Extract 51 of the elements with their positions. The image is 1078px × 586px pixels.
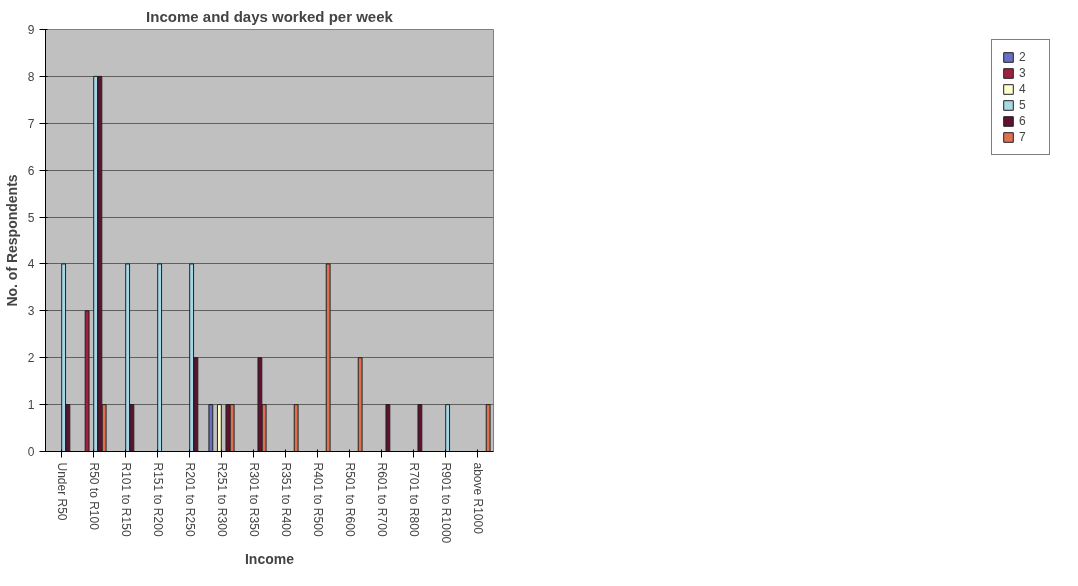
x-tick-label: Under R50: [54, 462, 69, 521]
bar: [208, 404, 214, 452]
x-tick-label: R201 to R250: [182, 462, 197, 537]
y-tick-label: 2: [27, 351, 35, 366]
legend-label: 2: [1019, 50, 1027, 64]
chart-title: Income and days worked per week: [146, 7, 394, 25]
bar: [417, 404, 423, 452]
x-tick-label: above R1000: [470, 462, 485, 535]
bar: [385, 404, 391, 452]
x-tick-label: R401 to R500: [310, 462, 325, 537]
bar: [293, 404, 299, 452]
legend-label: 6: [1019, 114, 1027, 128]
bar: [125, 263, 131, 452]
x-tick-label: R251 to R300: [214, 462, 229, 537]
x-tick-label: R351 to R400: [278, 462, 293, 537]
bar: [225, 404, 231, 452]
bar: [229, 404, 235, 452]
y-tick-label: 4: [27, 257, 35, 272]
x-axis-title: Income: [244, 551, 295, 568]
bar: [97, 75, 103, 452]
bar: [325, 263, 331, 452]
y-tick-label: 0: [27, 445, 35, 459]
x-tick-label: R901 to R1000: [438, 462, 453, 544]
legend-label: 5: [1019, 98, 1027, 112]
bar: [485, 404, 491, 452]
bar: [157, 263, 163, 452]
bar: [445, 404, 451, 452]
x-tick-label: R151 to R200: [150, 462, 165, 537]
y-axis-title: No. of Respondents: [3, 174, 20, 307]
bar: [84, 310, 90, 452]
x-tick-label: R601 to R700: [374, 462, 389, 537]
y-tick-label: 5: [27, 210, 35, 225]
x-tick-label: R301 to R350: [246, 462, 261, 537]
y-tick-label: 8: [27, 69, 35, 84]
x-tick-label: R501 to R600: [342, 462, 357, 537]
bar: [189, 263, 195, 452]
y-tick-label: 9: [27, 23, 35, 37]
y-tick-label: 1: [27, 398, 35, 413]
bar: [257, 357, 263, 452]
bar: [357, 357, 363, 452]
y-tick-label: 3: [27, 304, 35, 319]
y-tick-label: 7: [27, 116, 35, 131]
legend-label: 4: [1019, 82, 1027, 96]
x-tick-label: R50 to R100: [86, 462, 101, 531]
legend-label: 3: [1019, 66, 1027, 80]
x-tick-label: R101 to R150: [118, 462, 133, 537]
bar: [61, 263, 67, 452]
x-tick-label: R701 to R800: [406, 462, 421, 537]
bar: [216, 404, 222, 452]
y-tick-label: 6: [27, 163, 35, 178]
legend-label: 7: [1019, 130, 1027, 144]
